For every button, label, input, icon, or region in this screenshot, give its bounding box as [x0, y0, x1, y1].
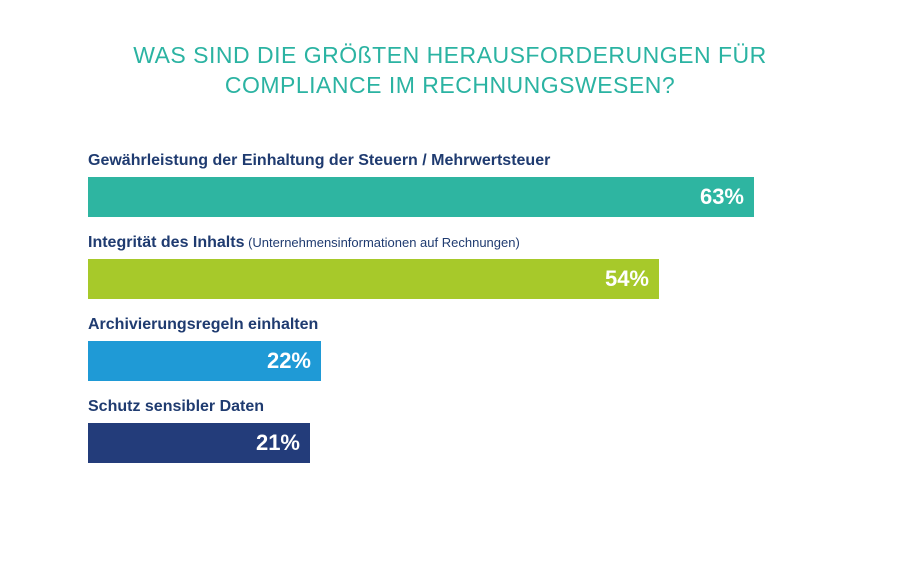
- category-label-text: Schutz sensibler Daten: [88, 398, 265, 415]
- category-label: Archivierungsregeln einhalten: [88, 316, 318, 334]
- value-label: 21%: [255, 430, 300, 455]
- category-label: Integrität des Inhalts (Unternehmensinfo…: [88, 234, 520, 252]
- category-label-text: Gewährleistung der Einhaltung der Steuer…: [88, 152, 551, 169]
- bar: [88, 177, 754, 217]
- value-label: 63%: [699, 184, 744, 209]
- bar: [88, 259, 659, 299]
- category-label-note: (Unternehmensinformationen auf Rechnunge…: [244, 235, 520, 250]
- bar: [88, 423, 310, 463]
- chart-title-line1: WAS SIND DIE GRÖßTEN HERAUSFORDERUNGEN F…: [133, 42, 767, 68]
- category-label-text: Integrität des Inhalts: [88, 234, 245, 251]
- value-label: 22%: [266, 348, 311, 373]
- bar: [88, 341, 321, 381]
- category-label: Schutz sensibler Daten: [88, 398, 264, 416]
- value-label: 54%: [604, 266, 649, 291]
- category-label: Gewährleistung der Einhaltung der Steuer…: [88, 152, 550, 170]
- category-label-text: Archivierungsregeln einhalten: [88, 316, 319, 333]
- chart-title: WAS SIND DIE GRÖßTEN HERAUSFORDERUNGEN F…: [0, 40, 900, 100]
- chart-title-line2: COMPLIANCE IM RECHNUNGSWESEN?: [224, 72, 676, 98]
